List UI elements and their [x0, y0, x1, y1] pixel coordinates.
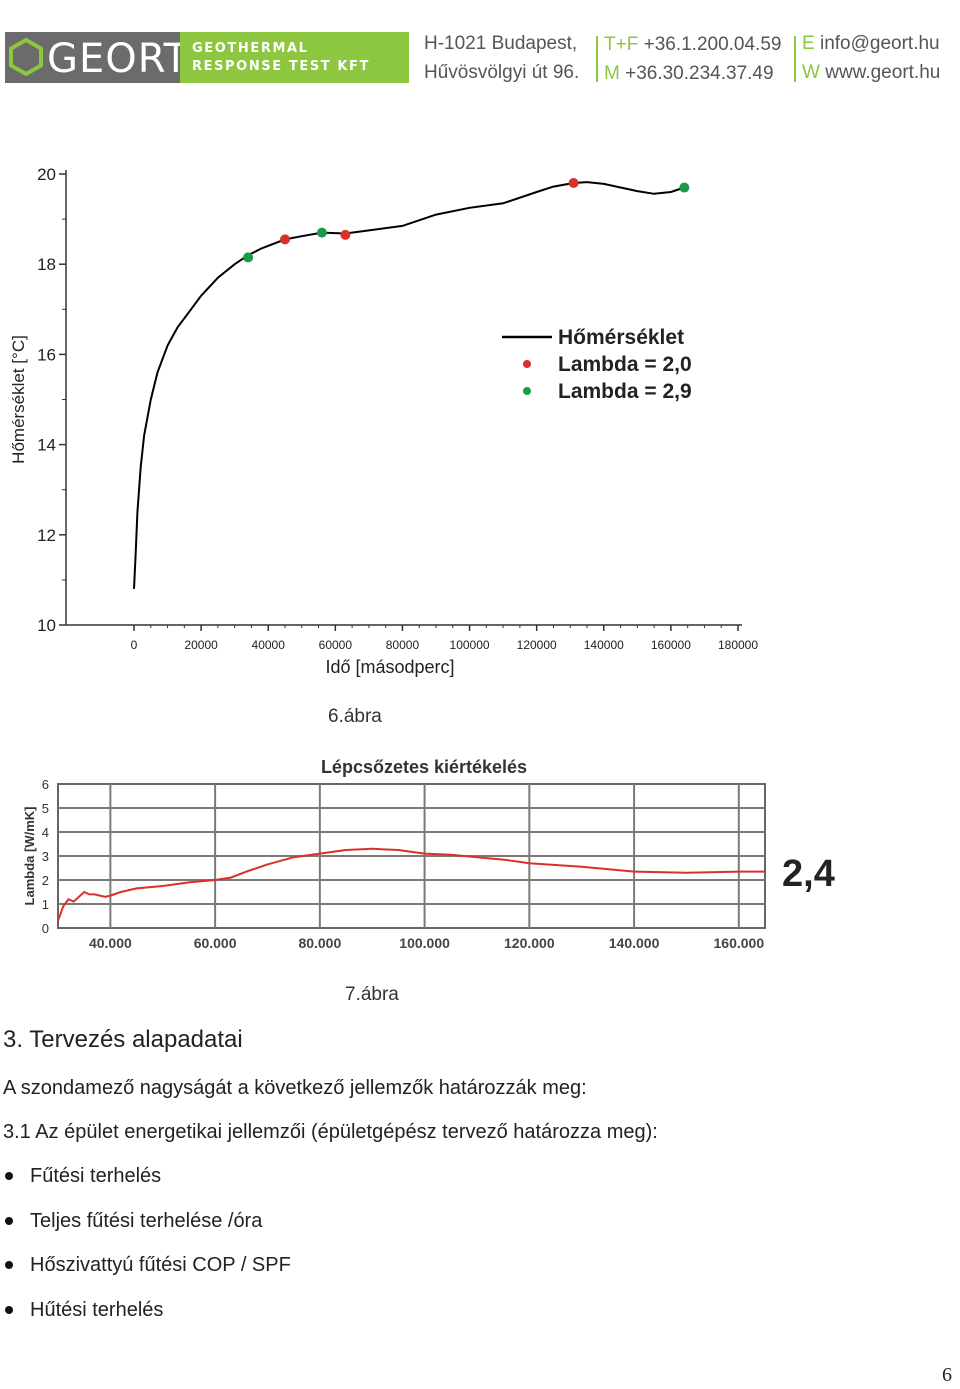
x-tick-label: 140.000 [609, 935, 660, 951]
list-item: Teljes fűtési terhelése /óra [0, 1205, 291, 1250]
x-tick-label: 160000 [651, 638, 691, 652]
y-tick-label: 5 [42, 801, 49, 816]
web-value: www.geort.hu [825, 62, 941, 83]
y-axis-title: Hőmérséklet [°C] [9, 335, 28, 464]
list-item: Fűtési terhelés [0, 1160, 291, 1205]
tagline-line1: GEOTHERMAL [192, 41, 309, 56]
legend-marker [523, 360, 531, 368]
x-tick-label: 80000 [386, 638, 420, 652]
y-tick-label: 3 [42, 849, 49, 864]
figure-caption-6: 6.ábra [328, 706, 382, 727]
email-value: info@geort.hu [819, 33, 940, 54]
bullet-icon [5, 1305, 13, 1314]
list-item-text: Hűtési terhelés [30, 1298, 164, 1321]
contact-divider [596, 36, 598, 82]
phone-fax: T+F +36.1.200.04.59 [604, 34, 781, 56]
list-item: Hőszivattyú fűtési COP / SPF [0, 1249, 291, 1294]
y-tick-label: 10 [37, 616, 56, 635]
y-tick-label: 16 [37, 345, 56, 364]
y-tick-label: 18 [37, 255, 56, 274]
phone-fax-value: +36.1.200.04.59 [643, 34, 782, 55]
x-tick-label: 160.000 [714, 935, 765, 951]
y-tick-label: 0 [42, 921, 49, 936]
bullet-icon [5, 1172, 13, 1180]
legend-label: Lambda = 2,9 [558, 380, 692, 403]
mobile-label: M [604, 63, 620, 84]
y-tick-label: 2 [42, 873, 49, 888]
series-line-homerseklet [133, 181, 685, 589]
address-line2: Hűvösvölgyi út 96. [424, 62, 580, 83]
data-point [316, 227, 327, 238]
section-title: 3. Tervezés alapadatai [3, 1026, 243, 1053]
web-label: W [802, 62, 820, 83]
lambda-chart: Lépcsőzetes kiértékelés 0 1 2 3 4 5 6 40.000 60.0… [22, 757, 835, 951]
x-tick-label: 120000 [517, 638, 557, 652]
tagline-line2: RESPONSE TEST KFT [192, 59, 371, 74]
x-tick-label: 140000 [584, 638, 624, 652]
list-item-text: Teljes fűtési terhelése /óra [30, 1209, 263, 1232]
x-tick-label: 60000 [319, 638, 353, 652]
mobile-phone: M +36.30.234.37.49 [604, 63, 774, 85]
y-tick-label: 20 [37, 165, 56, 184]
phone-fax-label: T+F [604, 34, 639, 55]
chart-title: Lépcsőzetes kiértékelés [321, 757, 527, 777]
website: W www.geort.hu [802, 62, 940, 84]
paragraph-intro: A szondamező nagyságát a következő jelle… [3, 1077, 587, 1099]
x-tick-label: 100.000 [399, 935, 450, 951]
page-number: 6 [942, 1364, 952, 1386]
legend-label: Hőmérséklet [558, 326, 684, 349]
x-tick-label: 60.000 [194, 935, 237, 951]
company-tagline: GEOTHERMAL RESPONSE TEST KFT [180, 32, 409, 83]
x-tick-label: 100000 [450, 638, 490, 652]
legend-marker [523, 387, 531, 395]
requirements-list: Fűtési terhelés Teljes fűtési terhelése … [0, 1160, 291, 1338]
y-tick-label: 1 [42, 897, 49, 912]
hexagon-logo-icon [9, 38, 43, 76]
lambda-result-annotation: 2,4 [782, 853, 835, 895]
data-point [340, 229, 351, 240]
y-tick-label: 14 [37, 436, 56, 455]
figure-caption-7: 7.ábra [345, 984, 399, 1005]
logo-text: GEORT [47, 36, 190, 82]
x-tick-label: 180000 [718, 638, 758, 652]
series-line-lambda [57, 847, 765, 922]
x-axis-title: Idő [másodperc] [325, 657, 454, 677]
x-tick-label: 20000 [184, 638, 218, 652]
bullet-icon [5, 1216, 13, 1225]
list-item-text: Hőszivattyú fűtési COP / SPF [30, 1254, 291, 1277]
contact-divider [794, 36, 796, 82]
paragraph-subsection: 3.1 Az épület energetikai jellemzői (épü… [3, 1121, 658, 1143]
legend-label: Lambda = 2,0 [558, 353, 692, 376]
email: E info@geort.hu [802, 33, 940, 55]
data-point [568, 178, 579, 189]
email-label: E [802, 33, 815, 54]
y-axis-title: Lambda [W/mK] [22, 807, 37, 906]
x-tick-label: 120.000 [504, 935, 555, 951]
x-tick-label: 0 [131, 638, 138, 652]
list-item: Hűtési terhelés [0, 1294, 291, 1339]
data-point [280, 234, 290, 245]
y-tick-label: 4 [42, 825, 49, 840]
address-line1: H-1021 Budapest, [424, 33, 578, 54]
y-tick-label: 6 [42, 777, 49, 792]
y-tick-label: 12 [37, 526, 56, 545]
page-header: GEORT GEOTHERMAL RESPONSE TEST KFT H-102… [0, 0, 960, 90]
data-point [679, 182, 690, 193]
temperature-chart: 10 12 14 16 18 20 0 20000 40000 60000 80000 100000 1… [9, 165, 758, 677]
x-tick-label: 40.000 [89, 935, 132, 951]
x-tick-label: 40000 [252, 638, 286, 652]
x-tick-label: 80.000 [298, 935, 341, 951]
list-item-text: Fűtési terhelés [30, 1165, 162, 1187]
bullet-icon [5, 1261, 13, 1270]
data-point [243, 252, 254, 263]
company-logo: GEORT [5, 32, 188, 83]
mobile-value: +36.30.234.37.49 [625, 63, 774, 84]
